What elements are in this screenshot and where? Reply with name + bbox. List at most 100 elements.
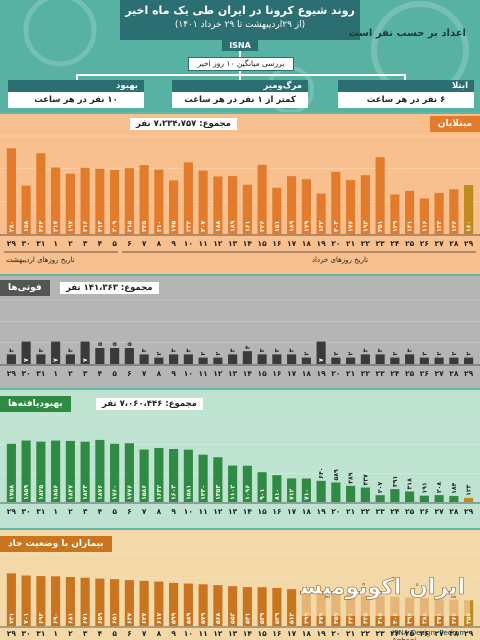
data-label: ۱۸۴ [451, 482, 458, 494]
tick-label: ۱۹ [317, 369, 327, 378]
tick-label: ۱۶ [272, 507, 281, 516]
logo-text: ایران اکونومیست [300, 575, 465, 600]
bar [51, 576, 61, 626]
data-label: ۴۵۹ [333, 612, 340, 624]
kpi-title: ابتلا [338, 80, 474, 92]
data-label: ۳ [230, 348, 237, 352]
tick-label: ۲ [68, 507, 73, 516]
bar [21, 575, 31, 626]
tick-label: ۲۰ [331, 369, 340, 378]
section-title: مبتلایان [429, 116, 480, 132]
data-label: ۱۲۳ [466, 484, 473, 496]
data-label: ۱۶۰۳ [171, 485, 178, 500]
data-label: ۱۷۶۰ [112, 485, 119, 500]
isna-badge: ISNA [222, 40, 258, 51]
data-label: ۵۸۹ [333, 469, 340, 481]
bar [419, 495, 429, 502]
data-label: ۲۰۷ [200, 220, 207, 232]
bar [242, 184, 252, 234]
data-label: ۳ [67, 348, 74, 352]
bar [124, 348, 134, 364]
data-label: ۵ [112, 342, 119, 346]
tick-label: ۲۲ [361, 369, 371, 378]
tick-label: ۲۸ [449, 239, 459, 248]
bar [331, 357, 341, 364]
data-label: ۳ [8, 348, 15, 352]
bar [272, 354, 282, 364]
tick-label: ۹ [171, 239, 176, 248]
tick-label: ۲۴ [390, 369, 400, 378]
tick-label: ۷ [142, 629, 147, 638]
tick-label: ۱۸ [302, 239, 312, 248]
page-subtitle: (از ۲۹اردیبهشت تا ۲۹ خرداد ۱۴۰۱) [174, 20, 306, 30]
data-label: ۱۶۰ [466, 221, 473, 232]
tick-label: ۳۱ [36, 239, 45, 248]
kpi-value: ۶ نفر در هر ساعت [338, 92, 474, 108]
tick-label: ۱۰ [184, 239, 193, 248]
data-label: ۲ [451, 352, 458, 356]
bar [213, 457, 223, 502]
kpi-value: ۱۰ نفر در هر ساعت [8, 92, 144, 108]
tick-label: ۱۹ [317, 629, 327, 638]
bar [464, 185, 474, 234]
data-label: ۵۷۹ [200, 612, 207, 624]
tick-label: ۱۰ [184, 507, 193, 516]
tick-label: ۲۳ [376, 507, 386, 516]
data-label: ۴۸۹ [348, 472, 355, 484]
tick-label: ۲۷ [435, 629, 445, 638]
data-label: ۲ [200, 352, 207, 356]
bar [228, 465, 238, 502]
data-label: ۵۳۹ [259, 612, 266, 624]
data-label: ۱۶۳۲ [156, 485, 163, 500]
tick-label: ۴ [98, 507, 103, 516]
bar [272, 587, 282, 626]
data-label: ۳ [362, 348, 369, 352]
bar [51, 341, 61, 364]
tick-label: ۲۴ [390, 507, 400, 516]
bar [316, 480, 326, 502]
bar [390, 194, 400, 234]
tick-label: ۲۰ [331, 629, 340, 638]
data-label: ۳۵۷ [466, 612, 473, 624]
average-label: بررسی میانگین ۱۰ روز اخیر [188, 57, 294, 71]
tick-label: ۱۷ [287, 629, 297, 638]
chart-background [0, 390, 480, 528]
bar [257, 587, 267, 626]
data-label: ۶۸۱ [67, 613, 74, 624]
bar [449, 357, 459, 364]
tick-label: ۳ [83, 507, 88, 516]
tick-label: ۱ [53, 629, 58, 638]
data-label: ۵ [126, 342, 133, 346]
section-total: مجموع: ۷،۲۳۴،۷۵۷ نفر [130, 118, 237, 130]
tick-label: ۲۵ [405, 507, 415, 516]
tick-label: ۲۹ [464, 629, 474, 638]
data-label: ۱۷۵۸ [8, 485, 15, 500]
tick-label: ۳ [83, 369, 88, 378]
bar [405, 190, 415, 234]
tick-label: ۶ [127, 629, 132, 638]
bar [6, 573, 16, 626]
bar [65, 173, 75, 234]
tick-label: ۲۲ [361, 629, 371, 638]
tick-label: ۱۵ [258, 369, 268, 378]
data-label: ۲۱۵ [126, 220, 133, 232]
bar [257, 164, 267, 234]
data-label: ۷ [318, 358, 325, 362]
data-label: ۴۳۷ [362, 474, 369, 486]
tick-label: ۱۹ [317, 239, 327, 248]
data-label: ۱۸۵۹ [23, 485, 30, 500]
tick-label: ۱۲ [213, 629, 223, 638]
tick-label: ۲۱ [346, 239, 355, 248]
bar [95, 168, 105, 234]
data-label: ۴۰۶ [392, 612, 399, 624]
tick-label: ۱۶ [272, 239, 281, 248]
data-label: ۲ [466, 352, 473, 356]
data-label: ۳ [259, 348, 266, 352]
tick-label: ۱۲ [213, 239, 223, 248]
bar [183, 583, 193, 626]
data-label: ۲۰۷ [377, 482, 384, 494]
tick-label: ۳ [83, 239, 88, 248]
bar [405, 491, 415, 502]
tick-label: ۸ [157, 507, 162, 516]
bar [434, 192, 444, 234]
